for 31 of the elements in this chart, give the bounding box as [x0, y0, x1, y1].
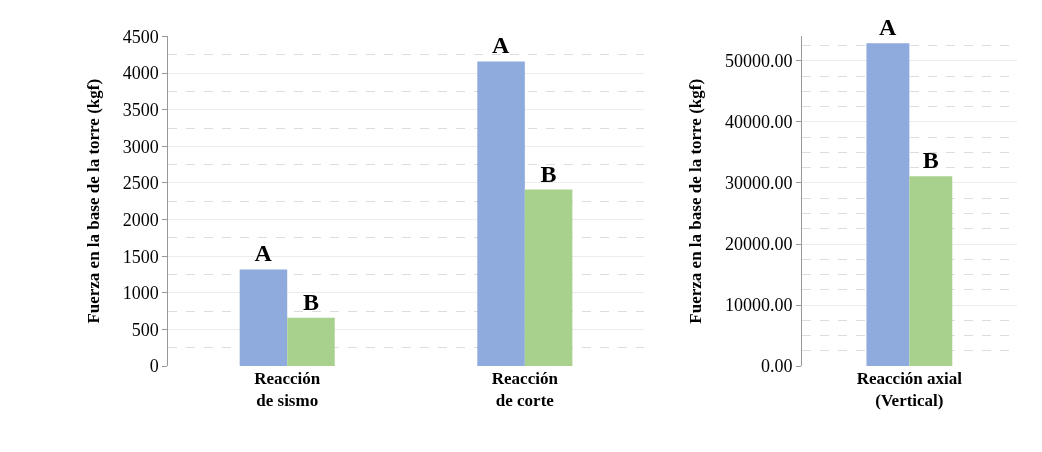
- y-tick-label: 0: [149, 356, 159, 377]
- y-tick-label: 1000: [122, 283, 159, 304]
- y-tick-label: 2000: [122, 209, 159, 230]
- bar: [524, 189, 573, 367]
- y-tick-label: 3000: [122, 136, 159, 157]
- text: B: [540, 160, 557, 187]
- x-tick-label: Reacción de sismo: [254, 369, 321, 411]
- series-label: A: [254, 240, 273, 267]
- x-tick-label: Reacción de corte: [491, 369, 559, 411]
- bar: [477, 61, 525, 367]
- bar: [239, 269, 288, 367]
- bar: [287, 317, 335, 367]
- y-tick-label: 1500: [122, 246, 159, 267]
- y-tick-label: 3500: [122, 100, 159, 121]
- series-label: B: [302, 288, 319, 315]
- y-axis-title: Fuerza en la base de la torre (kgf): [686, 78, 706, 324]
- y-tick-label: 20000.00: [724, 234, 793, 255]
- text: A: [492, 32, 510, 59]
- y-tick-label: 2500: [122, 173, 159, 194]
- y-tick-label: 4500: [122, 26, 159, 47]
- y-tick-label: 10000.00: [724, 295, 793, 316]
- y-tick-label: 500: [131, 319, 159, 340]
- y-tick-label: 4000: [122, 63, 159, 84]
- y-tick-label: 50000.00: [724, 51, 793, 72]
- y-tick-label: 40000.00: [724, 112, 793, 133]
- y-axis-title: Fuerza en la base de la torre (kgf): [84, 78, 104, 324]
- x-tick-label: Reacción axial (Vertical): [856, 369, 963, 411]
- series-label: A: [878, 14, 897, 41]
- y-tick-label: 0.00: [760, 356, 793, 377]
- series-label: B: [922, 147, 939, 174]
- y-tick-label: 30000.00: [724, 173, 793, 194]
